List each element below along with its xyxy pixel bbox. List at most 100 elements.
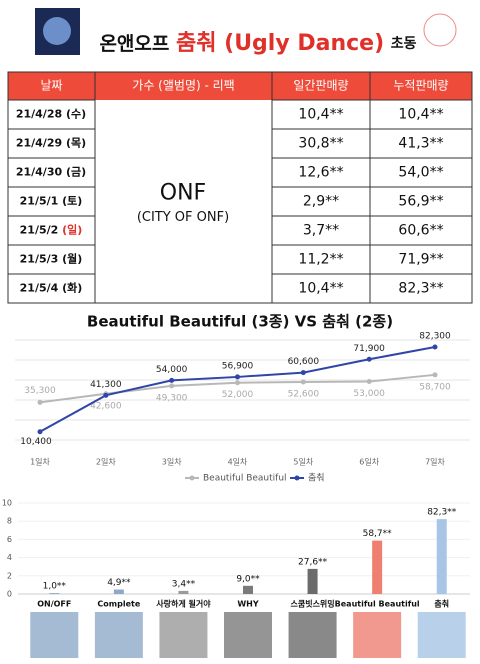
- x-tick-label: 5일차: [293, 458, 313, 467]
- date-cell: 21/4/29 (목): [16, 137, 86, 150]
- x-tick-label: 2일차: [96, 458, 116, 467]
- x-tick-label: 4일차: [228, 458, 248, 467]
- legend-label: Beautiful Beautiful: [203, 474, 287, 484]
- data-label: 82,300: [419, 332, 451, 342]
- logo: [423, 13, 457, 47]
- header-title: 온앤오프 춤춰 (Ugly Dance) 초동: [99, 31, 416, 56]
- y-tick-label: 6: [7, 535, 12, 544]
- data-label: 56,900: [222, 361, 254, 371]
- point: [103, 392, 109, 398]
- x-tick-label: 춤춰: [434, 599, 449, 609]
- daily-cell: 10,4**: [298, 281, 343, 297]
- y-tick-label: 10: [2, 499, 12, 508]
- x-tick-label: 3일차: [162, 458, 182, 467]
- data-label: 1,0**: [43, 582, 67, 592]
- total-cell: 71,9**: [398, 252, 443, 268]
- data-label: 53,000: [353, 389, 385, 399]
- total-cell: 56,9**: [398, 194, 443, 210]
- album-image: [30, 612, 79, 658]
- date-cell: 21/4/30 (금): [16, 166, 86, 179]
- x-tick-label: 1일차: [30, 458, 50, 467]
- date: 21/4/30: [16, 166, 63, 179]
- data-label: 60,600: [288, 357, 320, 367]
- date: 21/5/1: [20, 195, 59, 208]
- point: [432, 372, 438, 378]
- point: [235, 374, 240, 380]
- album-image: [159, 612, 208, 658]
- data-label: 49,300: [156, 393, 188, 403]
- point: [300, 370, 306, 376]
- artist: 온앤오프: [99, 33, 169, 55]
- data-label: 82,3**: [427, 508, 457, 518]
- x-tick-label: ON/OFF: [37, 600, 71, 609]
- x-tick-label: 사랑하게 될거야: [156, 599, 211, 609]
- day: (수): [66, 108, 86, 121]
- table-header: 누적판매량: [393, 79, 448, 93]
- data-label: 58,700: [419, 382, 451, 392]
- date: 21/5/2: [20, 224, 59, 237]
- data-label: 52,000: [222, 390, 254, 400]
- y-tick-label: 2: [7, 571, 12, 580]
- album-image: [417, 612, 466, 658]
- daily-cell: 11,2**: [298, 252, 343, 268]
- data-label: 41,300: [90, 380, 122, 390]
- date: 21/4/28: [16, 108, 62, 121]
- album-cell: (CITY OF ONF): [137, 210, 229, 225]
- song: 춤춰 (Ugly Dance): [176, 31, 384, 56]
- point: [366, 356, 372, 362]
- date-cell: 21/5/4 (화): [20, 281, 83, 295]
- album-image: [224, 612, 272, 658]
- bar: [372, 540, 383, 594]
- day: (토): [62, 195, 82, 208]
- data-label: 52,600: [288, 390, 320, 400]
- data-label: 10,400: [20, 437, 52, 447]
- data-label: 9,0**: [236, 574, 260, 584]
- x-tick-label: 7일차: [425, 458, 445, 467]
- table-header: 일간판매량: [293, 79, 348, 93]
- data-label: 27,6**: [298, 557, 328, 567]
- day: (월): [62, 252, 82, 266]
- data-label: 3,4**: [172, 579, 196, 589]
- date-cell: 21/5/3 (월): [20, 252, 83, 266]
- date-cell: 21/4/28 (수): [16, 108, 86, 121]
- point: [37, 429, 43, 435]
- bar: [436, 519, 447, 594]
- legend-label: 춤춰: [308, 473, 325, 484]
- day: (목): [66, 137, 86, 150]
- album-art: [43, 17, 71, 45]
- day: (일): [62, 223, 82, 237]
- date: 21/5/3: [20, 253, 59, 266]
- y-tick-label: 4: [7, 553, 12, 562]
- point: [169, 377, 175, 383]
- y-tick-label: 0: [7, 590, 12, 599]
- date-cell: 21/5/2 (일): [20, 223, 83, 237]
- data-label: 71,900: [353, 344, 385, 354]
- date: 21/5/4: [20, 282, 59, 295]
- x-tick-label: Complete: [97, 600, 140, 609]
- x-tick-label: WHY: [237, 600, 259, 609]
- data-label: 58,7**: [363, 529, 393, 539]
- bar: [113, 589, 124, 594]
- point: [300, 379, 306, 385]
- total-cell: 10,4**: [398, 107, 443, 123]
- chart-title: Beautiful Beautiful (3종) VS 춤춰 (2종): [87, 313, 393, 331]
- point: [432, 344, 438, 350]
- data-label: 54,000: [156, 365, 188, 375]
- artist-cell: ONF: [160, 181, 206, 206]
- total-cell: 41,3**: [398, 136, 443, 152]
- y-tick-label: 8: [7, 517, 12, 526]
- daily-cell: 12,6**: [298, 165, 343, 181]
- bar: [49, 593, 60, 594]
- bar: [243, 585, 253, 594]
- legend-marker: [294, 475, 300, 481]
- point: [37, 399, 43, 405]
- total-cell: 60,6**: [398, 223, 443, 239]
- daily-cell: 10,4**: [298, 107, 343, 123]
- table-header: 가수 (앨범명) - 리팩: [132, 79, 234, 93]
- suffix: 초동: [391, 36, 417, 52]
- point: [235, 380, 240, 386]
- album-image: [94, 612, 143, 658]
- table-header: 날짜: [40, 79, 62, 93]
- x-tick-label: Beautiful Beautiful: [335, 600, 420, 609]
